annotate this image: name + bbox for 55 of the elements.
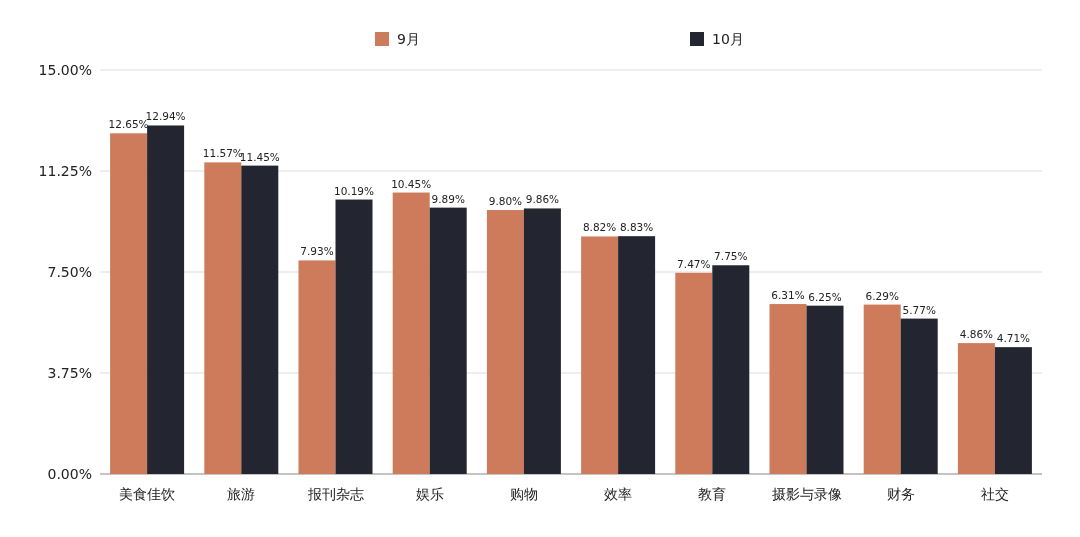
bar: [618, 236, 656, 474]
x-tick-label: 摄影与录像: [771, 486, 842, 502]
data-label: 6.25%: [808, 290, 842, 303]
bar: [712, 265, 750, 474]
bar: [298, 260, 336, 474]
x-tick-label: 教育: [698, 486, 727, 502]
legend-label: 9月: [397, 31, 420, 47]
data-label: 10.45%: [391, 177, 432, 190]
data-label: 9.86%: [525, 193, 560, 206]
y-tick-label: 7.50%: [47, 264, 92, 280]
bar: [957, 343, 995, 474]
x-tick-label: 娱乐: [415, 486, 444, 502]
bar: [769, 304, 807, 474]
data-label: 7.75%: [714, 250, 748, 263]
x-tick-label: 旅游: [227, 486, 256, 502]
data-label: 5.77%: [902, 303, 936, 316]
data-label: 11.57%: [202, 147, 243, 160]
data-label: 12.94%: [145, 110, 186, 123]
bar: [581, 236, 619, 474]
y-tick-label: 3.75%: [47, 365, 92, 381]
x-tick-label: 报刊杂志: [306, 486, 364, 502]
bar: [429, 207, 467, 474]
bar: [110, 133, 148, 474]
bar: [675, 272, 713, 474]
y-tick-label: 0.00%: [47, 466, 92, 482]
y-tick-label: 15.00%: [38, 62, 92, 78]
y-tick-label: 11.25%: [38, 163, 92, 179]
x-tick-label: 购物: [509, 486, 538, 502]
data-label: 9.89%: [431, 192, 465, 205]
bar: [806, 305, 844, 474]
bar: [241, 165, 279, 474]
bar: [335, 199, 373, 474]
data-label: 9.80%: [488, 195, 523, 208]
data-label: 10.19%: [333, 184, 375, 197]
bar: [147, 125, 185, 474]
legend-label: 10月: [712, 31, 744, 47]
x-tick-label: 社交: [980, 486, 1009, 502]
bar: [486, 210, 524, 474]
bar: [204, 162, 242, 474]
data-label: 6.29%: [865, 289, 899, 302]
x-tick-label: 美食佳饮: [119, 486, 176, 502]
x-tick-label: 财务: [886, 486, 915, 502]
data-label: 7.47%: [677, 257, 711, 270]
data-label: 6.31%: [771, 289, 805, 302]
x-tick-label: 效率: [604, 486, 633, 502]
data-label: 4.86%: [959, 328, 994, 341]
data-label: 8.83%: [619, 221, 654, 234]
bar: [900, 318, 938, 474]
bar: [994, 347, 1032, 474]
data-label: 7.93%: [300, 245, 334, 258]
data-label: 8.82%: [582, 221, 617, 234]
bar: [392, 192, 430, 474]
bar: [523, 208, 561, 474]
bar: [863, 304, 901, 474]
data-label: 4.71%: [996, 332, 1031, 345]
